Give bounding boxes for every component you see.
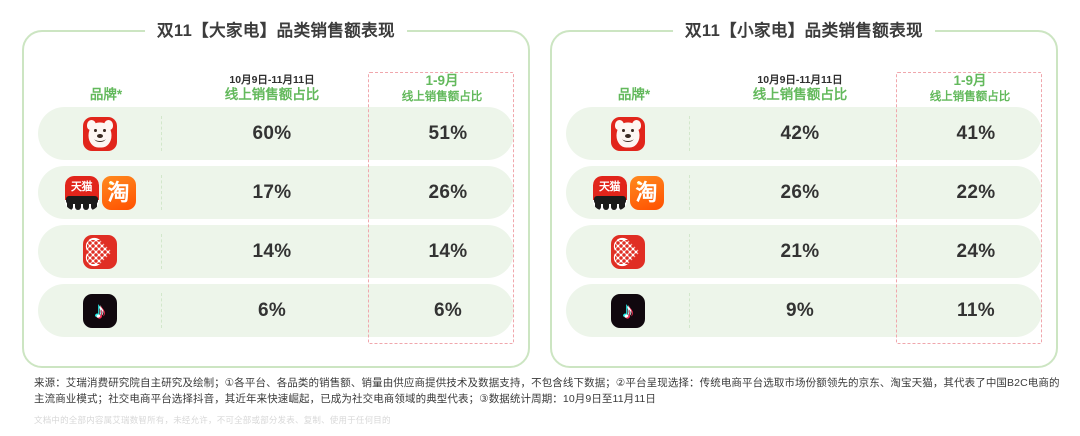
column-divider [689, 116, 690, 151]
cell-current-value: 6% [257, 299, 287, 321]
cell-baseline-value: 51% [428, 122, 468, 144]
cell-current-value: 42% [780, 122, 820, 144]
taobao-logo-icon: 淘 [629, 175, 664, 210]
cell-brand: 天猫 淘 [566, 166, 690, 219]
table-row: ♪ ♪ ♪ 9% 11% [566, 284, 1042, 337]
table-row: 60% 51% [38, 107, 514, 160]
cell-current-value: 26% [780, 181, 820, 203]
cell-baseline-value: 41% [956, 122, 996, 144]
cell-baseline-value: 24% [956, 240, 996, 262]
tmall-logo-icon: 天猫 [64, 175, 99, 210]
table-row: 14% 14% [38, 225, 514, 278]
column-header-current-period: 10月9日-11月11日 线上销售额占比 [224, 74, 320, 103]
source-footnote: 来源：艾瑞消费研究院自主研究及绘制；①各平台、各品类的销售额、销量由供应商提供技… [34, 377, 1060, 405]
pinduoduo-logo-icon [611, 234, 645, 269]
tmall-taobao-logo-group: 天猫 淘 [64, 175, 136, 210]
column-divider [689, 175, 690, 210]
cell-current-value: 21% [780, 240, 820, 262]
douyin-logo-icon: ♪ ♪ ♪ [83, 293, 117, 328]
table-row: 21% 24% [566, 225, 1042, 278]
panel-title-container: 双11【小家电】品类销售额表现 [673, 20, 935, 42]
table-body: 42% 41% 天猫 [566, 104, 1042, 352]
cell-current-value: 17% [252, 181, 292, 203]
column-header-current-period: 10月9日-11月11日 线上销售额占比 [752, 74, 848, 103]
cell-brand [566, 107, 690, 160]
table-large-appliances: 品牌* 10月9日-11月11日 线上销售额占比 1-9月 线上销售额占比 [24, 32, 528, 366]
cell-brand: 天猫 淘 [38, 166, 162, 219]
tmall-logo-icon: 天猫 [592, 175, 627, 210]
table-row: 天猫 淘 [566, 166, 1042, 219]
jd-logo-icon [83, 116, 117, 151]
table-header-row: 品牌* 10月9日-11月11日 线上销售额占比 1-9月 线上销售额占比 [566, 58, 1042, 104]
cell-brand [566, 225, 690, 278]
cell-baseline-value: 14% [428, 240, 468, 262]
cell-current-value: 9% [785, 299, 815, 321]
cell-brand [38, 225, 162, 278]
taobao-logo-icon: 淘 [101, 175, 136, 210]
column-divider [161, 175, 162, 210]
column-header-baseline-period: 1-9月 线上销售额占比 [401, 72, 483, 103]
cell-brand [38, 107, 162, 160]
table-row: ♪ ♪ ♪ 6% 6% [38, 284, 514, 337]
column-divider [689, 293, 690, 328]
pinduoduo-logo-icon [83, 234, 117, 269]
page-title: 双11【大家电】品类销售额表现 [157, 22, 395, 40]
tmall-taobao-logo-group: 天猫 淘 [592, 175, 664, 210]
cell-brand: ♪ ♪ ♪ [38, 284, 162, 337]
column-divider [161, 116, 162, 151]
table-body: 60% 51% 天猫 [38, 104, 514, 352]
cell-baseline-value: 22% [956, 181, 996, 203]
column-divider [689, 234, 690, 269]
cell-current-value: 60% [252, 122, 292, 144]
cell-baseline-value: 26% [428, 181, 468, 203]
panels-container: 双11【大家电】品类销售额表现 品牌* 10月9日-11月11日 线上销售额占比… [22, 20, 1058, 368]
column-divider [161, 293, 162, 328]
table-small-appliances: 品牌* 10月9日-11月11日 线上销售额占比 1-9月 线上销售额占比 [552, 32, 1056, 366]
table-row: 天猫 淘 [38, 166, 514, 219]
copyright-notice: 文档中的全部内容属艾瑞数智所有，未经允许，不可全部或部分发表、复制、使用于任何目… [34, 415, 391, 425]
cell-current-value: 14% [252, 240, 292, 262]
table-row: 42% 41% [566, 107, 1042, 160]
column-divider [161, 234, 162, 269]
page-title: 双11【小家电】品类销售额表现 [685, 22, 923, 40]
column-header-baseline-period: 1-9月 线上销售额占比 [929, 72, 1011, 103]
table-header-row: 品牌* 10月9日-11月11日 线上销售额占比 1-9月 线上销售额占比 [38, 58, 514, 104]
cell-baseline-value: 11% [957, 299, 995, 321]
column-header-brand: 品牌* [617, 87, 651, 103]
douyin-logo-icon: ♪ ♪ ♪ [611, 293, 645, 328]
panel-small-appliances: 双11【小家电】品类销售额表现 品牌* 10月9日-11月11日 线上销售额占比… [550, 20, 1058, 368]
cell-baseline-value: 6% [433, 299, 463, 321]
cell-brand: ♪ ♪ ♪ [566, 284, 690, 337]
panel-title-container: 双11【大家电】品类销售额表现 [145, 20, 407, 42]
jd-logo-icon [611, 116, 645, 151]
panel-large-appliances: 双11【大家电】品类销售额表现 品牌* 10月9日-11月11日 线上销售额占比… [22, 20, 530, 368]
column-header-brand: 品牌* [89, 87, 123, 103]
